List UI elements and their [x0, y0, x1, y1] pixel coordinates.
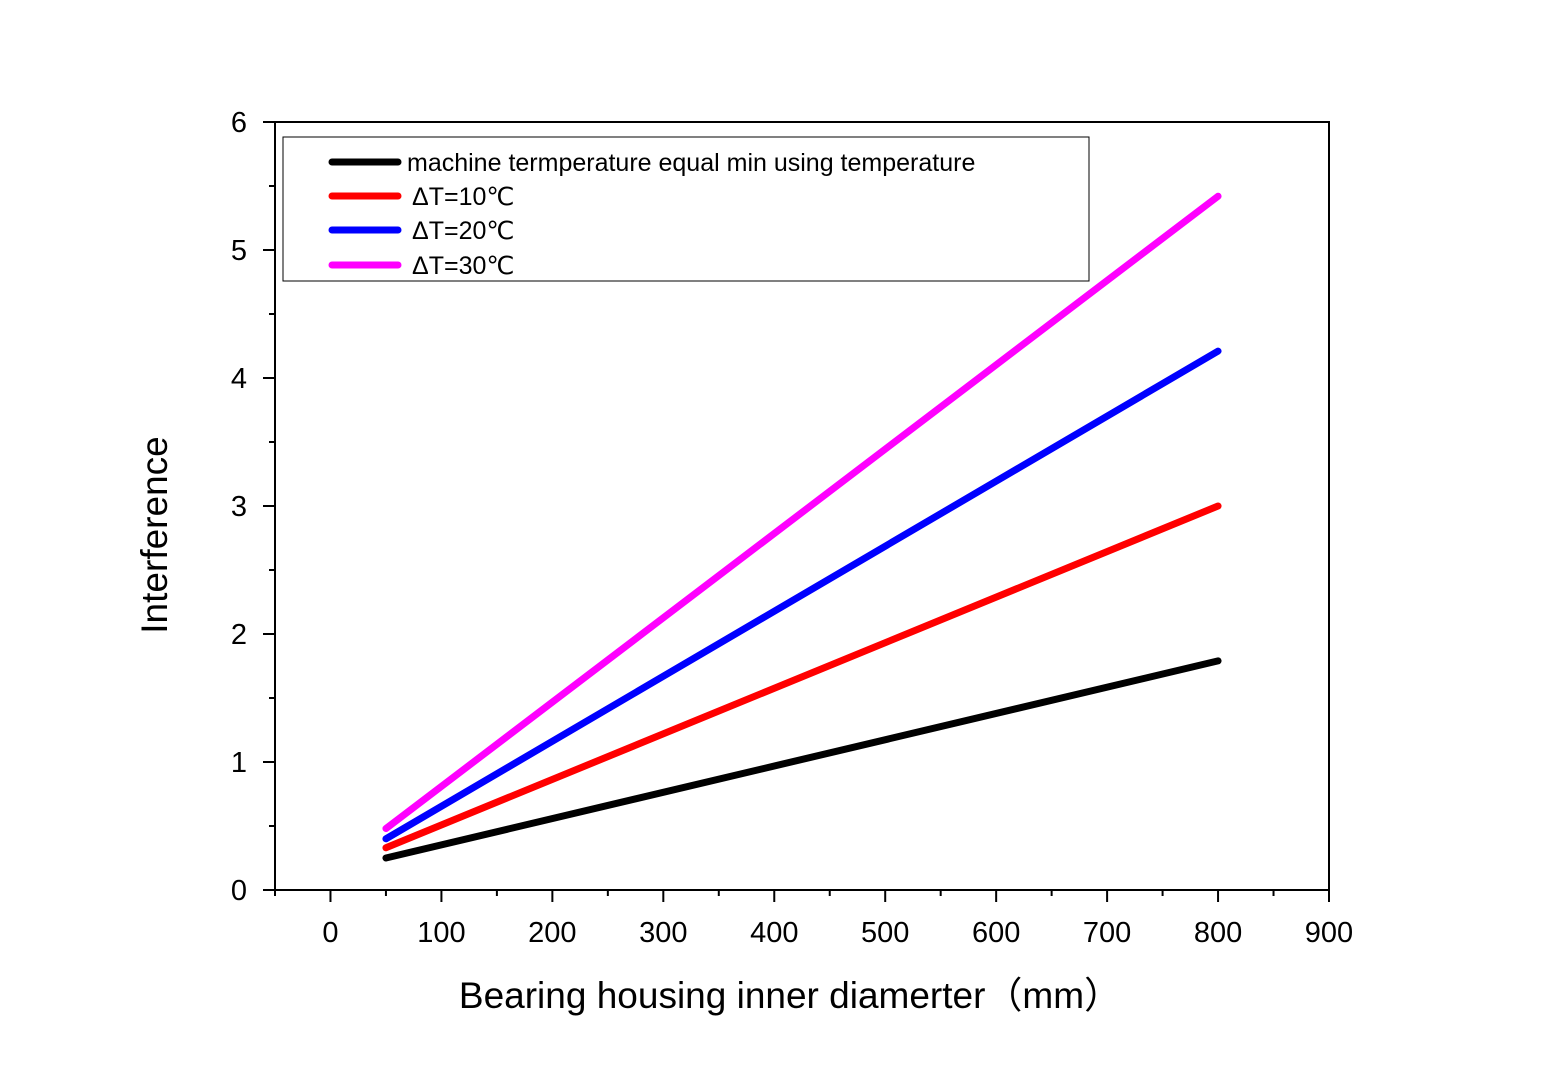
y-tick-label: 5 [231, 235, 247, 267]
legend-box [282, 136, 1090, 282]
x-tick-label: 200 [528, 917, 576, 949]
legend-label: machine termperature equal min using tem… [407, 149, 975, 177]
x-axis-title: Bearing housing inner diamerter（mm） [459, 975, 1121, 1016]
y-tick-label: 1 [231, 747, 247, 779]
y-tick-label: 4 [231, 363, 247, 395]
x-tick-label: 500 [861, 917, 909, 949]
y-axis-title: Interference [134, 436, 175, 633]
series-line [382, 657, 1222, 862]
series-line [382, 192, 1222, 833]
y-tick-label: 0 [231, 875, 247, 907]
x-tick-label: 0 [322, 917, 338, 949]
legend-label: ΔT=20℃ [412, 217, 514, 245]
x-tick-label: 800 [1194, 917, 1242, 949]
x-tick-label: 400 [750, 917, 798, 949]
y-tick-label: 3 [231, 491, 247, 523]
series-line [382, 347, 1222, 843]
x-tick-label: 900 [1305, 917, 1353, 949]
x-tick-label: 600 [972, 917, 1020, 949]
series-line [382, 502, 1222, 852]
legend: machine termperature equal min using tem… [282, 136, 1090, 282]
x-axis-ticks: 0 100 200 300 400 500 600 700 800 900 [274, 890, 1353, 949]
y-axis-ticks: 0 1 2 3 4 5 6 [231, 107, 275, 907]
x-tick-label: 700 [1083, 917, 1131, 949]
y-tick-label: 2 [231, 619, 247, 651]
x-tick-label: 300 [639, 917, 687, 949]
series-layer [382, 192, 1222, 862]
x-tick-label: 100 [417, 917, 465, 949]
legend-label: ΔT=30℃ [412, 252, 514, 280]
y-tick-label: 6 [231, 107, 247, 139]
legend-label: ΔT=10℃ [412, 183, 514, 211]
